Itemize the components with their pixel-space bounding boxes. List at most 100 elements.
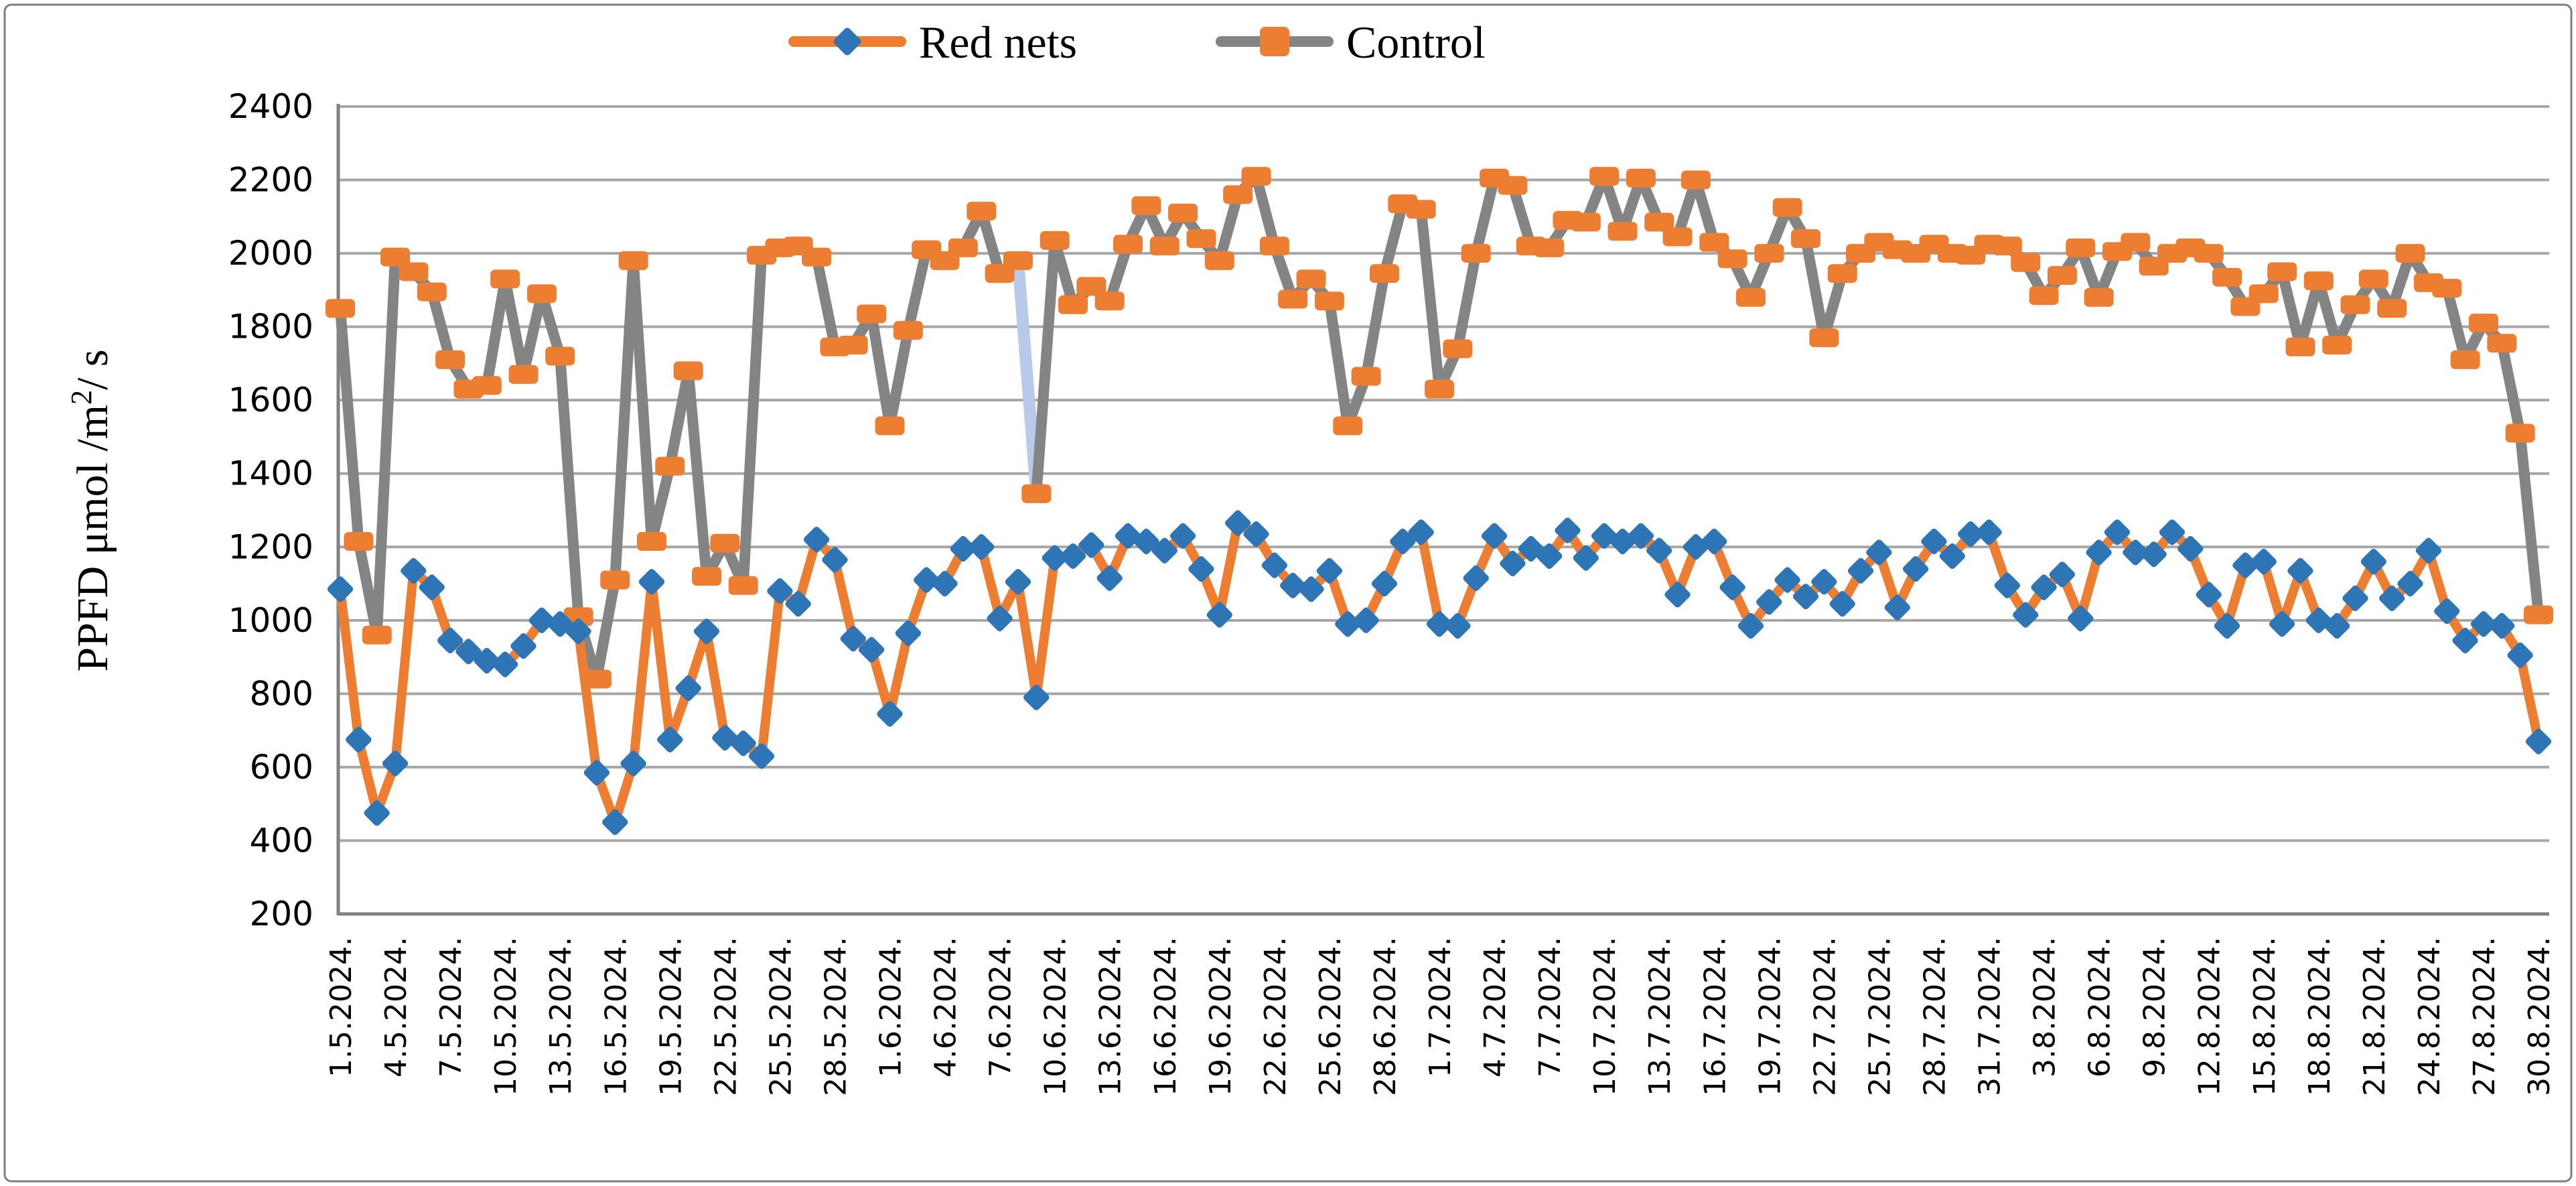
rednets-marker[interactable] xyxy=(2048,560,2076,588)
rednets-marker[interactable] xyxy=(2506,641,2534,669)
control-marker[interactable] xyxy=(1644,212,1674,232)
control-marker[interactable] xyxy=(802,247,832,267)
control-marker[interactable] xyxy=(1186,229,1216,249)
control-marker[interactable] xyxy=(399,262,429,281)
rednets-marker[interactable] xyxy=(1737,612,1765,640)
rednets-marker[interactable] xyxy=(528,606,556,635)
rednets-marker[interactable] xyxy=(1498,549,1526,578)
control-marker[interactable] xyxy=(2450,350,2480,369)
control-marker[interactable] xyxy=(875,416,905,436)
control-marker[interactable] xyxy=(344,532,374,551)
rednets-marker[interactable] xyxy=(674,674,702,702)
control-marker[interactable] xyxy=(1076,277,1106,296)
control-marker[interactable] xyxy=(380,247,411,267)
control-marker[interactable] xyxy=(1278,289,1308,309)
rednets-marker[interactable] xyxy=(418,573,446,601)
control-marker[interactable] xyxy=(1461,244,1491,263)
control-marker[interactable] xyxy=(2047,265,2077,285)
rednets-marker[interactable] xyxy=(1553,516,1581,544)
control-marker[interactable] xyxy=(1149,237,1179,256)
legend-item-control[interactable]: Control xyxy=(1216,17,1486,68)
control-marker[interactable] xyxy=(1443,339,1473,358)
control-marker[interactable] xyxy=(417,282,447,302)
rednets-marker[interactable] xyxy=(1627,522,1655,550)
rednets-marker[interactable] xyxy=(1865,538,1893,566)
rednets-marker[interactable] xyxy=(1572,543,1600,572)
rednets-marker[interactable] xyxy=(1261,551,1289,579)
rednets-marker[interactable] xyxy=(1151,537,1179,565)
control-marker[interactable] xyxy=(1425,379,1454,399)
rednets-marker[interactable] xyxy=(2286,557,2314,585)
rednets-marker[interactable] xyxy=(2139,540,2167,568)
control-marker[interactable] xyxy=(1735,287,1766,307)
rednets-marker[interactable] xyxy=(1407,518,1435,546)
control-marker[interactable] xyxy=(1204,251,1234,271)
control-marker[interactable] xyxy=(545,346,575,366)
control-marker[interactable] xyxy=(2121,233,2151,252)
control-marker[interactable] xyxy=(1534,238,1565,257)
control-marker[interactable] xyxy=(728,576,758,595)
control-marker[interactable] xyxy=(1369,264,1399,283)
control-marker[interactable] xyxy=(2432,279,2462,298)
control-marker[interactable] xyxy=(1791,229,1820,249)
rednets-marker[interactable] xyxy=(1535,542,1563,570)
rednets-marker[interactable] xyxy=(1242,520,1270,548)
rednets-marker[interactable] xyxy=(2268,610,2296,638)
control-marker[interactable] xyxy=(1333,416,1363,436)
rednets-marker[interactable] xyxy=(985,604,1013,633)
rednets-marker[interactable] xyxy=(2011,600,2040,629)
control-marker[interactable] xyxy=(2285,337,2315,356)
rednets-marker[interactable] xyxy=(1425,610,1453,638)
rednets-marker[interactable] xyxy=(2213,612,2241,640)
rednets-marker[interactable] xyxy=(564,617,592,645)
rednets-marker[interactable] xyxy=(2323,612,2351,640)
control-marker[interactable] xyxy=(2212,267,2242,287)
rednets-marker[interactable] xyxy=(1883,593,1912,621)
control-marker[interactable] xyxy=(1406,200,1436,219)
rednets-marker[interactable] xyxy=(875,700,904,728)
rednets-marker[interactable] xyxy=(820,545,849,574)
rednets-marker[interactable] xyxy=(1352,606,1380,635)
control-marker[interactable] xyxy=(1223,185,1253,204)
rednets-marker[interactable] xyxy=(1773,566,1801,594)
rednets-marker[interactable] xyxy=(1206,600,1234,629)
rednets-marker[interactable] xyxy=(1022,683,1050,712)
rednets-marker[interactable] xyxy=(1755,588,1783,616)
rednets-marker[interactable] xyxy=(1920,527,1948,555)
rednets-marker[interactable] xyxy=(967,533,995,561)
rednets-marker[interactable] xyxy=(381,749,409,777)
rednets-marker[interactable] xyxy=(2451,627,2479,655)
rednets-marker[interactable] xyxy=(1663,580,1691,608)
control-marker[interactable] xyxy=(636,532,666,551)
rednets-marker[interactable] xyxy=(1645,537,1673,565)
control-marker[interactable] xyxy=(948,238,978,257)
control-marker[interactable] xyxy=(1827,264,1857,283)
rednets-marker[interactable] xyxy=(1810,568,1838,596)
control-marker[interactable] xyxy=(2303,271,2334,291)
control-marker[interactable] xyxy=(2066,238,2096,257)
rednets-marker[interactable] xyxy=(436,627,464,655)
rednets-marker[interactable] xyxy=(1297,575,1325,603)
rednets-marker[interactable] xyxy=(2121,538,2149,566)
control-marker[interactable] xyxy=(2505,423,2535,443)
rednets-marker[interactable] xyxy=(2488,612,2516,640)
rednets-marker[interactable] xyxy=(729,729,757,757)
rednets-marker[interactable] xyxy=(2524,727,2553,755)
control-marker[interactable] xyxy=(1113,235,1143,254)
control-marker[interactable] xyxy=(1754,244,1784,263)
rednets-marker[interactable] xyxy=(839,624,867,653)
rednets-marker[interactable] xyxy=(1187,555,1215,583)
control-marker[interactable] xyxy=(1772,198,1802,217)
control-marker[interactable] xyxy=(1094,291,1125,311)
rednets-marker[interactable] xyxy=(473,647,501,675)
control-marker[interactable] xyxy=(508,365,539,384)
control-marker[interactable] xyxy=(2248,284,2279,304)
control-marker[interactable] xyxy=(1296,269,1326,289)
control-marker[interactable] xyxy=(710,533,740,553)
rednets-marker[interactable] xyxy=(2360,547,2388,576)
control-series[interactable] xyxy=(326,167,2553,689)
control-marker[interactable] xyxy=(1131,196,1161,215)
legend-item-rednets[interactable]: Red nets xyxy=(788,17,1077,68)
rednets-marker[interactable] xyxy=(656,726,684,754)
rednets-marker[interactable] xyxy=(1004,568,1032,596)
